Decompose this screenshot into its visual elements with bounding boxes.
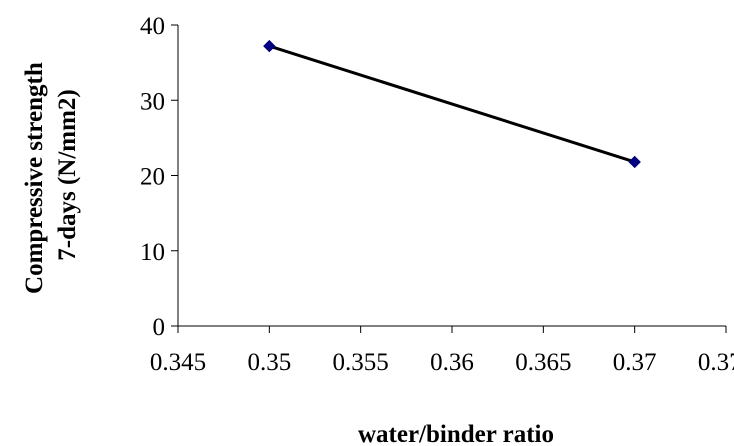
chart-axes xyxy=(177,25,726,327)
series-layer xyxy=(263,39,641,169)
x-tick-label: 0.355 xyxy=(333,349,389,376)
x-tick-label: 0.37 xyxy=(613,349,657,376)
x-tick-label: 0.375 xyxy=(698,349,734,376)
x-tick-label: 0.365 xyxy=(515,349,571,376)
x-tick-label: 0.345 xyxy=(150,349,206,376)
x-tick-label: 0.35 xyxy=(247,349,291,376)
y-axis-title-line-1: Compressive strength xyxy=(21,62,48,294)
y-tick-label: 40 xyxy=(140,13,165,40)
y-tick-label: 30 xyxy=(140,88,165,115)
y-axis-ticks: 0 10 20 30 40 xyxy=(140,13,178,341)
y-axis-title: Compressive strength 7-days (N/mm2) xyxy=(21,56,81,294)
x-axis-title: water/binder ratio xyxy=(358,421,554,446)
data-point-marker xyxy=(263,39,276,53)
x-axis-ticks: 0.345 0.35 0.355 0.36 0.365 0.37 0.375 xyxy=(150,326,734,376)
y-tick-label: 20 xyxy=(140,164,165,191)
y-axis-title-line-2: 7-days (N/mm2) xyxy=(54,89,81,261)
series-line xyxy=(268,44,636,164)
y-tick-label: 0 xyxy=(153,314,166,341)
y-tick-label: 10 xyxy=(140,239,165,266)
x-tick-label: 0.36 xyxy=(430,349,474,376)
data-point-marker xyxy=(628,155,641,169)
